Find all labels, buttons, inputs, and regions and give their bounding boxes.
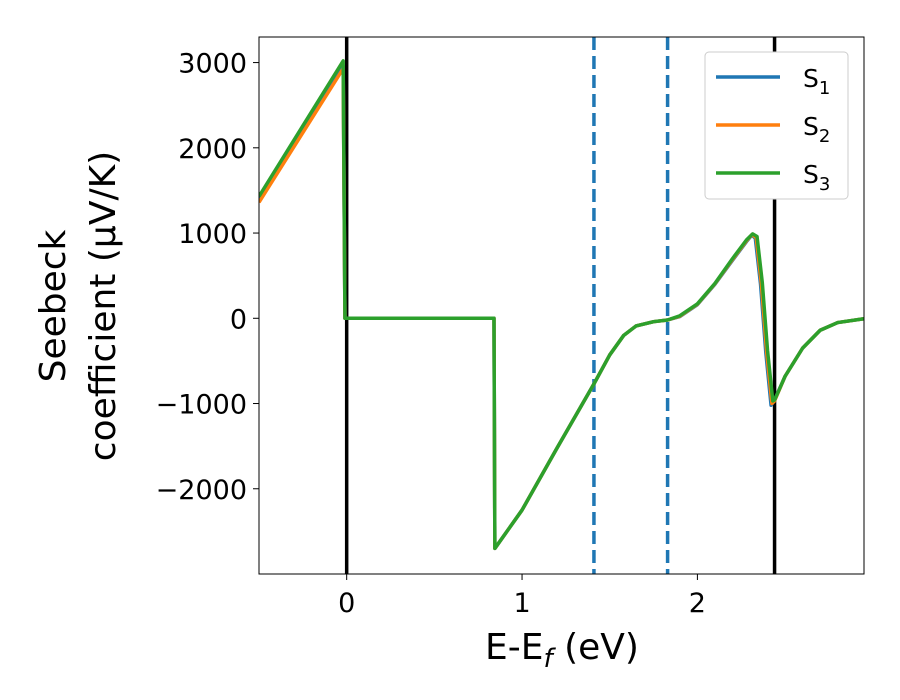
x-tick-label: 1 <box>513 588 530 619</box>
legend-items: S1 S2 S3 <box>716 64 830 195</box>
x-axis-ticks: 0 1 2 <box>338 574 706 619</box>
y-tick-label: 1000 <box>178 219 247 250</box>
legend-label-S1: S1 <box>803 64 830 99</box>
x-axis-label: E-Ef (eV) <box>485 627 639 674</box>
series-line-S3 <box>259 59 864 551</box>
x-tick-label: 0 <box>338 588 355 619</box>
y-tick-label: −1000 <box>156 390 247 421</box>
y-tick-label: −2000 <box>156 475 247 506</box>
y-axis-ticks: −2000 −1000 0 1000 2000 3000 <box>156 49 259 506</box>
legend-label-S2: S2 <box>803 112 830 147</box>
y-axis-label-line2: coefficient (μV/K) <box>83 151 124 461</box>
y-tick-label: 2000 <box>178 134 247 165</box>
x-tick-label: 2 <box>689 588 706 619</box>
legend-label-S3: S3 <box>803 160 830 195</box>
y-axis-label-line1: Seebeck <box>33 229 74 382</box>
y-axis-label: Seebeck coefficient (μV/K) <box>33 151 124 461</box>
y-tick-label: 3000 <box>178 49 247 80</box>
axes-frame <box>258 36 865 575</box>
y-tick-label: 0 <box>230 304 247 335</box>
legend: S1 S2 S3 <box>704 51 849 200</box>
series-lines <box>259 59 864 551</box>
